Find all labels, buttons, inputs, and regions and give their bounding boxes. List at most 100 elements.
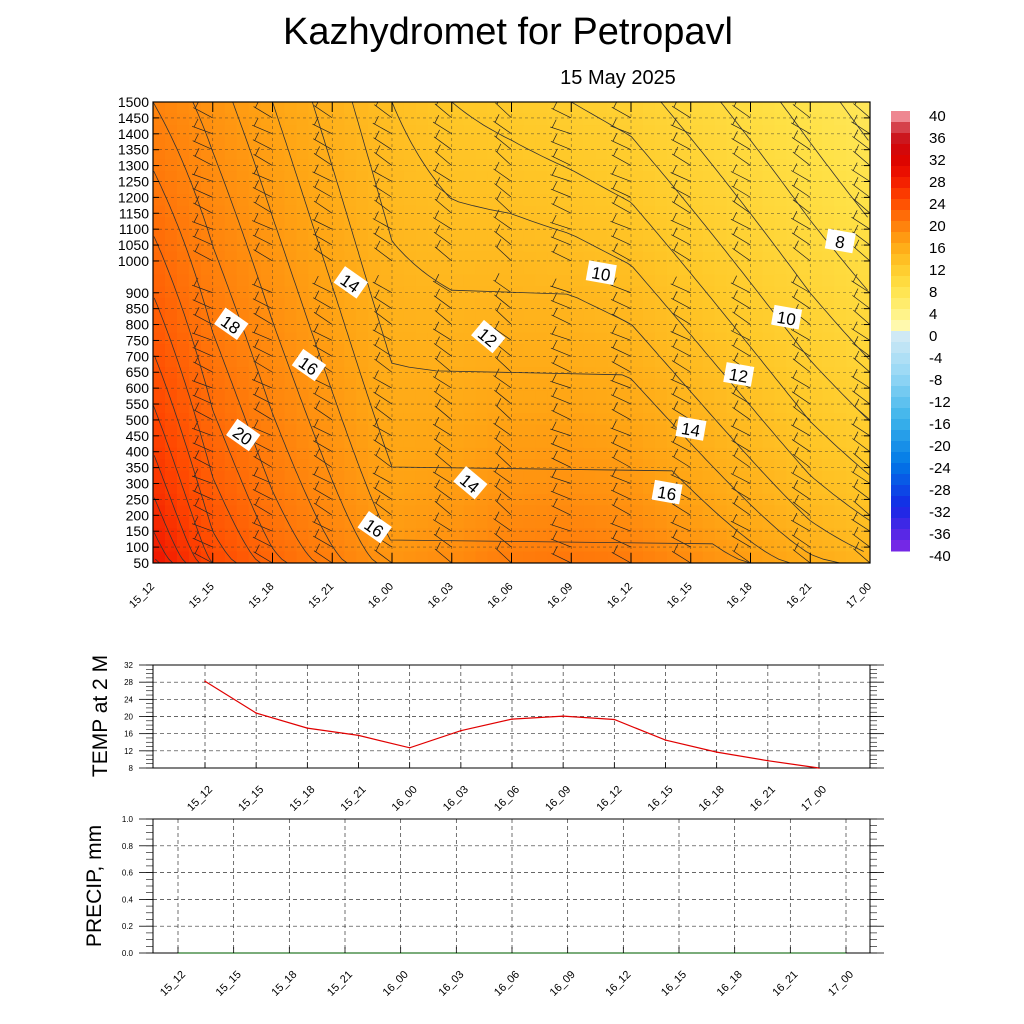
colorbar-cell	[891, 287, 910, 299]
heat-cell	[774, 459, 787, 472]
heat-cell	[176, 344, 190, 357]
wind-barb-feather	[613, 497, 618, 506]
heat-cell	[475, 102, 489, 115]
heat-cell	[475, 459, 489, 472]
wind-barb	[312, 521, 333, 532]
heat-cell	[499, 447, 513, 460]
heat-cell	[248, 528, 262, 541]
heat-cell	[547, 286, 560, 299]
heat-cell	[212, 367, 226, 380]
heat-cell	[320, 309, 333, 322]
heat-cell	[762, 309, 775, 322]
heat-cell	[810, 551, 823, 563]
heat-cell	[678, 447, 692, 460]
heat-cell	[666, 171, 680, 184]
heat-cell	[846, 217, 859, 230]
heat-cell	[451, 125, 465, 138]
heat-cell	[176, 309, 190, 322]
heat-cell	[164, 551, 178, 563]
wind-barb-feather	[733, 84, 737, 92]
wind-barb	[313, 138, 333, 150]
heat-cell	[571, 251, 584, 264]
colorbar-label: -36	[929, 526, 951, 543]
wind-barb	[852, 295, 870, 309]
heat-cell	[236, 286, 250, 299]
heat-cell	[619, 516, 632, 530]
heat-cell	[523, 182, 536, 195]
contour-label-text: 10	[775, 308, 797, 330]
heat-cell	[284, 205, 297, 218]
heat-cell	[571, 539, 584, 553]
heat-cell	[559, 263, 572, 276]
heat-cell	[188, 320, 202, 334]
heat-cell	[619, 194, 632, 207]
heat-cell	[380, 459, 393, 472]
contour-label-bg	[471, 319, 506, 354]
heat-cell	[236, 505, 250, 518]
heat-cell	[487, 551, 501, 563]
heat-cell	[224, 263, 238, 276]
heat-cell	[511, 182, 525, 195]
heat-cell	[810, 125, 823, 138]
heat-cell	[750, 251, 764, 264]
heat-cell	[332, 171, 345, 184]
heat-cell	[523, 113, 536, 126]
heat-cell	[487, 228, 501, 241]
heat-cell	[451, 113, 465, 126]
wind-barb	[791, 232, 811, 246]
heat-cell	[368, 355, 381, 368]
heat-cell	[439, 113, 453, 126]
heat-cell	[224, 125, 238, 138]
heat-cell	[714, 286, 728, 299]
heat-cell	[607, 551, 620, 563]
heat-cell	[666, 217, 680, 230]
heat-cell	[487, 516, 501, 530]
wind-barb-feather	[794, 83, 798, 91]
heat-cell	[822, 470, 835, 483]
heat-cell	[690, 228, 704, 241]
heat-cell	[463, 286, 477, 299]
heat-cell	[392, 505, 405, 518]
y-tick-label: 850	[126, 301, 150, 317]
x-tick-label: 15_15	[187, 581, 217, 611]
heat-cell	[535, 505, 548, 518]
heat-cell	[750, 390, 764, 403]
heat-cell	[356, 401, 369, 414]
heat-cell	[654, 251, 668, 264]
heat-cell	[535, 390, 548, 403]
heat-cell	[822, 482, 835, 495]
heat-cell	[164, 539, 178, 553]
heat-cell	[535, 424, 548, 437]
heat-cell	[403, 378, 417, 391]
heat-cell	[678, 205, 692, 218]
heat-cell	[714, 148, 728, 161]
heat-cell	[284, 367, 297, 380]
heat-cell	[427, 113, 441, 126]
wind-barb	[550, 538, 572, 548]
heat-cell	[571, 263, 584, 276]
heat-cell	[678, 228, 692, 241]
wind-barb-feather	[854, 494, 860, 503]
heat-cell	[499, 390, 513, 403]
heat-cell	[475, 378, 489, 391]
heat-cell	[846, 424, 859, 437]
heat-cell	[678, 309, 692, 322]
wind-barb	[630, 102, 631, 103]
heat-cell	[559, 424, 572, 437]
wind-barb	[851, 471, 870, 484]
heat-cell	[762, 194, 775, 207]
heat-cell	[392, 217, 405, 230]
heat-cell	[619, 309, 632, 322]
heat-cell	[762, 297, 775, 311]
heat-cell	[487, 378, 501, 391]
heat-cell	[750, 344, 764, 357]
wind-barb-feather	[374, 115, 379, 125]
precip-x-tick-label: 16_03	[436, 969, 466, 999]
precip-y-tick-label: 0.8	[122, 842, 134, 851]
heat-cell	[642, 332, 656, 345]
wind-barb	[495, 500, 512, 516]
heat-cell	[750, 205, 764, 218]
x-tick-label: 17_00	[844, 581, 874, 611]
heat-cell	[595, 240, 608, 253]
heat-cell	[631, 125, 644, 138]
